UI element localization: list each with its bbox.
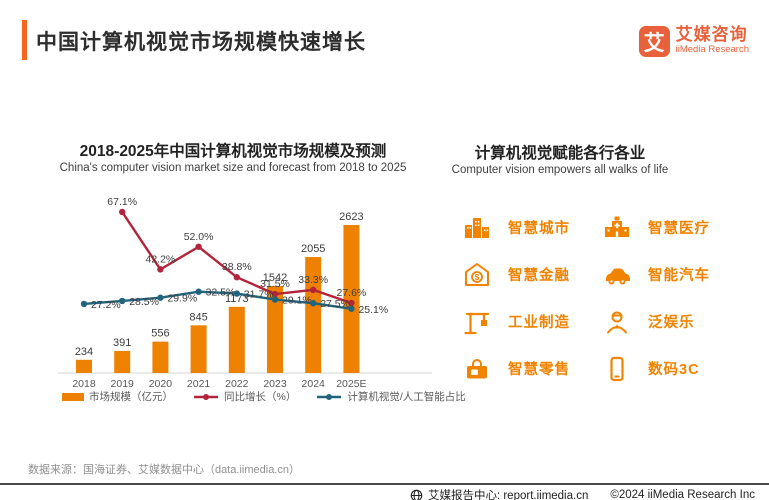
market-chart: 234 391 556 845 1173 1542 2055 2623 2018 2019 2020… <box>40 188 440 398</box>
globe-icon <box>410 489 423 500</box>
svg-text:38.8%: 38.8% <box>222 261 252 273</box>
svg-text:2022: 2022 <box>225 378 249 390</box>
empower-label: 工业制造 <box>508 315 570 331</box>
copyright-text: ©2024 iiMedia Research Inc <box>610 489 755 500</box>
svg-text:391: 391 <box>113 337 131 349</box>
finance-icon: $ <box>465 262 489 286</box>
svg-text:2023: 2023 <box>263 378 287 390</box>
empower-item-smart-finance: $ 智慧金融 <box>455 251 595 298</box>
empower-item-smart-retail: 智慧零售 <box>455 345 595 392</box>
imedia-logo-icon: 艾 <box>638 26 670 57</box>
empower-grid: 智慧城市 智慧医疗 $ 智慧金融 <box>455 204 755 392</box>
svg-text:31.5%: 31.5% <box>260 278 290 290</box>
legend-label: 市场规模（亿元） <box>89 391 173 403</box>
page-title: 中国计算机视觉市场规模快速增长 <box>36 31 366 54</box>
svg-text:1542: 1542 <box>263 272 287 284</box>
empower-label: 智慧零售 <box>508 362 570 378</box>
red-line-swatch-icon <box>194 393 218 400</box>
bottom-divider <box>0 483 769 485</box>
empower-item-smart-city: 智慧城市 <box>455 204 595 251</box>
bar-swatch-icon <box>62 392 84 401</box>
svg-text:27.6%: 27.6% <box>337 287 367 299</box>
chart-legend: 市场规模（亿元） 同比增长（%） 计算机视觉/人工智能占比 <box>62 389 466 404</box>
svg-text:2623: 2623 <box>339 211 363 223</box>
blue-line-swatch-icon <box>317 393 342 400</box>
svg-text:2055: 2055 <box>301 243 325 255</box>
empower-label: 智慧城市 <box>508 221 570 237</box>
svg-text:556: 556 <box>151 328 169 340</box>
svg-text:31.7%: 31.7% <box>244 289 274 301</box>
crane-icon <box>464 312 490 334</box>
svg-text:27.5%: 27.5% <box>320 298 350 310</box>
svg-text:$: $ <box>475 272 480 282</box>
svg-text:2019: 2019 <box>111 378 135 390</box>
report-center-text: 艾媒报告中心: report.iimedia.cn <box>427 490 589 500</box>
empower-label: 泛娱乐 <box>648 315 695 331</box>
entertainment-icon <box>607 311 627 333</box>
svg-text:2025E: 2025E <box>336 378 366 390</box>
svg-text:2021: 2021 <box>187 378 211 390</box>
legend-label: 同比增长（%） <box>224 391 297 403</box>
empower-item-smart-medical: 智慧医疗 <box>595 204 745 251</box>
svg-text:29.9%: 29.9% <box>167 293 197 305</box>
empower-label: 数码3C <box>648 362 700 378</box>
svg-text:1173: 1173 <box>225 293 249 305</box>
svg-text:42.2%: 42.2% <box>146 253 176 265</box>
chart-title: 2018-2025年中国计算机视觉市场规模及预测 <box>79 143 387 160</box>
city-icon <box>465 217 489 238</box>
legend-item-share: 计算机视觉/人工智能占比 <box>316 389 466 404</box>
title-accent-bar <box>22 20 27 60</box>
svg-text:234: 234 <box>75 346 93 358</box>
legend-label: 计算机视觉/人工智能占比 <box>347 391 466 403</box>
hospital-icon <box>605 216 629 237</box>
svg-text:33.3%: 33.3% <box>298 274 328 286</box>
imedia-logo: 艾 艾媒咨询 iiMedia Research <box>638 25 749 57</box>
empower-item-industrial: 工业制造 <box>455 298 595 345</box>
chart-subtitle: China's computer vision market size and … <box>59 162 407 174</box>
legend-item-growth: 同比增长（%） <box>193 389 296 404</box>
car-icon <box>606 268 630 284</box>
svg-text:32.5%: 32.5% <box>206 287 236 299</box>
svg-text:67.1%: 67.1% <box>107 196 137 208</box>
svg-text:2024: 2024 <box>302 378 326 390</box>
empower-label: 智慧医疗 <box>648 221 710 237</box>
svg-text:52.0%: 52.0% <box>184 231 214 243</box>
empower-title: 计算机视觉赋能各行各业 <box>474 145 646 162</box>
logo-name-en: iiMedia Research <box>675 44 749 55</box>
empower-item-digital-3c: 数码3C <box>595 345 745 392</box>
report-center-link[interactable]: 艾媒报告中心: report.iimedia.cn <box>410 487 588 500</box>
data-source-note: 数据来源：国海证券、艾媒数据中心（data.iimedia.cn） <box>28 464 300 476</box>
empower-subtitle: Computer vision empowers all walks of li… <box>451 164 669 176</box>
svg-text:845: 845 <box>189 311 207 323</box>
svg-text:2020: 2020 <box>149 378 173 390</box>
svg-text:2018: 2018 <box>72 378 96 390</box>
phone-icon <box>610 356 624 381</box>
logo-name-cn: 艾媒咨询 <box>675 25 748 44</box>
market-chart-canvas: 234 391 556 845 1173 1542 2055 2623 2018 2019 2020… <box>58 196 432 390</box>
svg-text:29.1%: 29.1% <box>282 295 312 307</box>
empower-item-smart-car: 智能汽车 <box>595 251 745 298</box>
empower-item-pan-entertainment: 泛娱乐 <box>595 298 745 345</box>
empower-label: 智能汽车 <box>648 268 710 284</box>
bottom-bar: 艾媒报告中心: report.iimedia.cn ©2024 iiMedia … <box>410 487 755 500</box>
svg-text:28.5%: 28.5% <box>129 296 159 308</box>
empower-label: 智慧金融 <box>508 268 570 284</box>
svg-text:27.2%: 27.2% <box>91 299 121 311</box>
retail-icon <box>467 358 487 378</box>
svg-text:25.1%: 25.1% <box>358 304 388 316</box>
legend-item-market-size: 市场规模（亿元） <box>62 389 173 404</box>
